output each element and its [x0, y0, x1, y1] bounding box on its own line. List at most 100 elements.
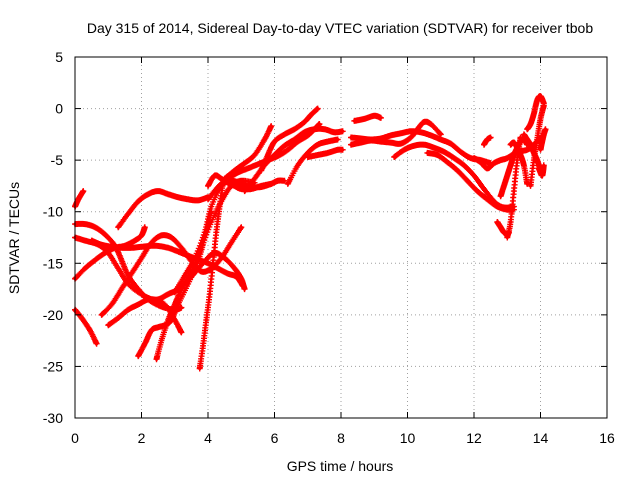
data-point: [100, 243, 104, 247]
plus-markers: [72, 306, 100, 347]
series-arc-1: [72, 188, 87, 210]
series-arc-18: [258, 105, 321, 174]
data-point: [341, 148, 345, 152]
data-point: [272, 140, 277, 144]
data-point: [402, 148, 406, 152]
data-point: [223, 256, 227, 260]
data-point: [159, 233, 163, 237]
data-point: [166, 192, 170, 196]
data-point: [211, 261, 215, 265]
series-arc-22: [351, 112, 384, 124]
data-point: [143, 225, 147, 229]
data-point: [336, 137, 340, 142]
data-point: [379, 116, 383, 120]
data-point: [239, 182, 243, 186]
data-point: [512, 189, 516, 193]
data-point: [206, 197, 210, 201]
plus-markers: [351, 112, 384, 124]
data-point: [543, 127, 548, 131]
data-point: [143, 342, 147, 346]
data-point: [419, 130, 423, 134]
data-point: [229, 241, 233, 245]
data-point: [126, 212, 130, 216]
data-point: [209, 220, 213, 224]
data-point: [80, 316, 84, 320]
data-point: [509, 143, 513, 147]
data-point: [106, 323, 110, 327]
series-arc-17: [241, 125, 346, 195]
data-point: [525, 148, 529, 152]
data-point: [83, 266, 87, 270]
data-point: [495, 205, 499, 209]
data-point: [509, 220, 513, 224]
data-point: [100, 313, 104, 317]
data-point: [389, 141, 393, 145]
data-point: [482, 143, 486, 147]
data-point: [233, 168, 237, 173]
x-axis-label: GPS time / hours: [287, 458, 394, 474]
data-point: [259, 168, 263, 173]
data-point: [518, 135, 523, 140]
x-tick-label: 6: [271, 430, 279, 446]
data-point: [233, 266, 237, 270]
data-point: [525, 127, 529, 131]
data-point: [203, 230, 207, 234]
data-point: [223, 177, 227, 181]
data-point: [179, 330, 183, 334]
data-point: [286, 182, 290, 186]
data-point: [462, 163, 466, 167]
data-point: [482, 187, 486, 191]
plus-markers: [115, 188, 211, 231]
data-point: [169, 318, 173, 322]
data-point: [532, 112, 536, 116]
data-point: [201, 344, 205, 348]
data-point: [119, 246, 124, 250]
data-point: [216, 185, 220, 189]
data-point: [455, 168, 459, 173]
x-tick-label: 14: [533, 430, 549, 446]
data-point: [309, 113, 313, 117]
series-arc-13: [196, 179, 226, 372]
data-point: [472, 174, 476, 178]
data-point: [159, 305, 163, 309]
data-point: [83, 239, 87, 243]
data-point: [326, 151, 330, 155]
data-point: [306, 151, 310, 155]
data-point: [116, 225, 120, 229]
data-point: [492, 161, 496, 165]
series-arc-19: [284, 136, 341, 187]
data-point: [156, 189, 160, 193]
plus-markers: [135, 208, 215, 360]
data-point: [133, 239, 137, 243]
data-point: [116, 266, 120, 270]
data-point: [312, 127, 316, 131]
y-tick-label: 0: [55, 101, 63, 117]
data-point: [359, 136, 363, 141]
data-point: [206, 261, 210, 265]
data-point: [129, 246, 134, 250]
data-point: [489, 135, 493, 140]
data-point: [499, 158, 503, 162]
data-point: [90, 239, 94, 243]
data-point: [535, 158, 539, 162]
data-point: [282, 132, 287, 136]
x-tick-label: 4: [204, 430, 212, 446]
series-arc-10: [135, 208, 215, 360]
data-point: [439, 137, 443, 142]
data-point: [422, 120, 426, 124]
data-point: [119, 258, 124, 262]
data-point: [515, 158, 519, 162]
data-point: [139, 233, 144, 237]
series-arc-9: [115, 188, 211, 231]
data-point: [322, 127, 326, 131]
data-point: [259, 184, 263, 188]
data-point: [302, 130, 306, 134]
data-point: [193, 256, 197, 260]
data-point: [146, 192, 150, 196]
data-point: [316, 143, 320, 147]
data-point: [499, 225, 503, 229]
data-point: [186, 197, 190, 201]
data-point: [166, 292, 170, 296]
data-point: [518, 153, 523, 157]
data-point: [399, 131, 403, 135]
